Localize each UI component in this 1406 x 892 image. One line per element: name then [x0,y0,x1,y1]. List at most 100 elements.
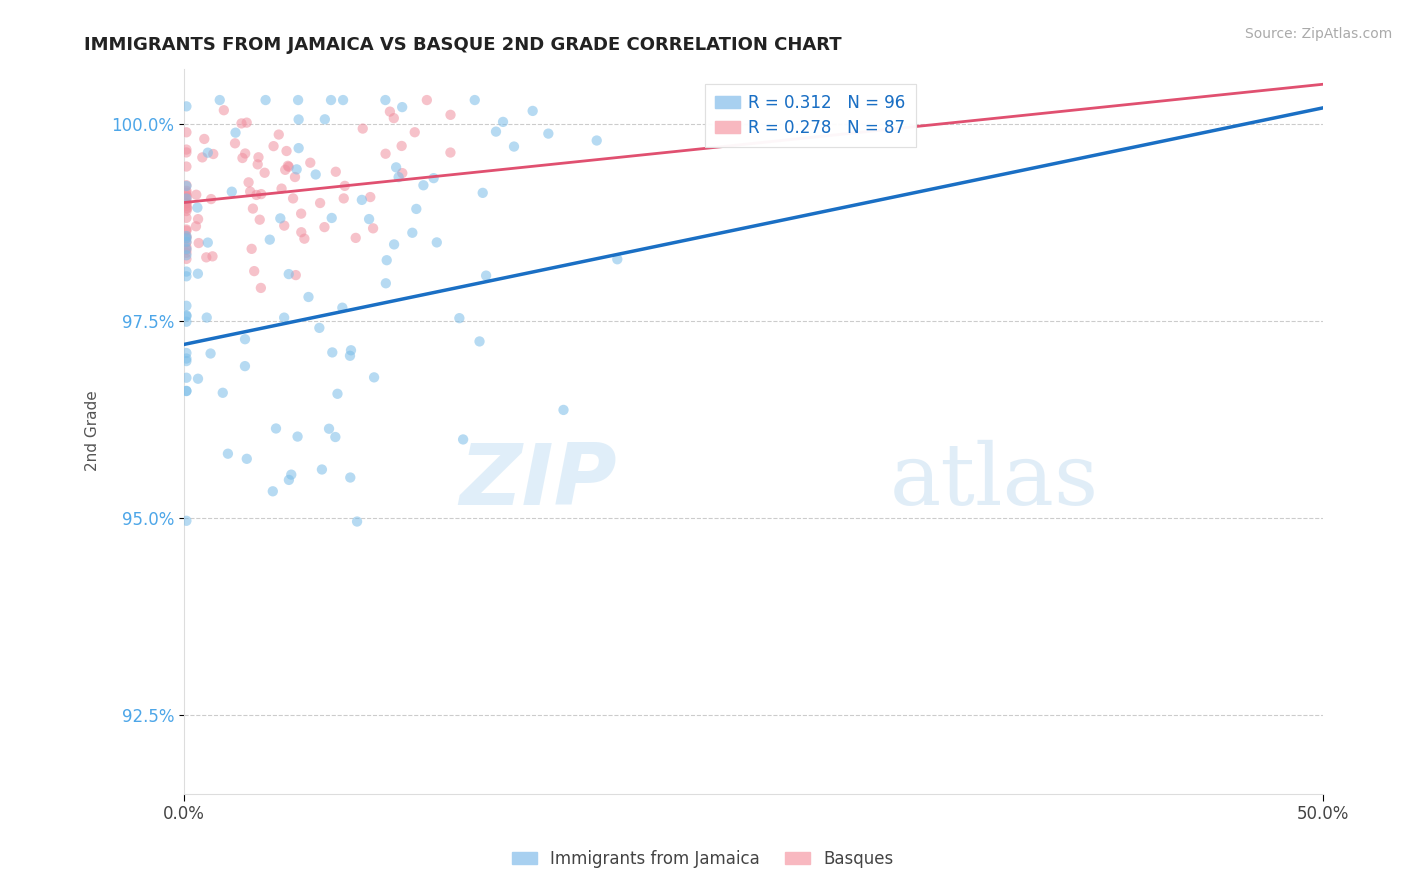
Point [422,171,444,186]
Point [176,125,198,139]
Point [449,311,471,326]
Point [284,268,307,282]
Point [250,281,273,295]
Point [231,151,253,165]
Point [176,188,198,202]
Point [314,112,336,127]
Point [176,224,198,238]
Point [176,192,198,206]
Point [391,100,413,114]
Text: ZIP: ZIP [460,441,617,524]
Point [333,178,356,193]
Point [426,235,449,250]
Point [176,315,198,329]
Point [197,235,219,250]
Point [503,139,526,153]
Point [243,264,266,278]
Point [176,199,198,213]
Point [274,162,297,177]
Point [259,233,281,247]
Point [263,139,285,153]
Point [176,178,198,193]
Point [273,219,295,233]
Point [176,194,198,208]
Point [233,146,256,161]
Point [363,370,385,384]
Point [311,462,333,476]
Point [319,93,342,107]
Point [200,192,222,206]
Point [537,127,560,141]
Point [339,349,361,363]
Point [187,372,209,386]
Point [277,160,299,174]
Point [176,231,198,245]
Point [176,243,198,257]
Point [287,112,309,127]
Point [606,252,628,267]
Point [186,201,208,215]
Point [471,186,494,200]
Point [195,310,218,325]
Point [522,103,544,118]
Point [176,235,198,250]
Point [176,211,198,225]
Point [305,168,328,182]
Point [321,211,343,225]
Point [314,220,336,235]
Point [176,354,198,368]
Point [308,321,330,335]
Point [246,157,269,171]
Point [326,386,349,401]
Point [176,310,198,324]
Point [273,310,295,325]
Point [254,93,277,107]
Point [176,229,198,244]
Point [339,470,361,484]
Point [280,467,302,482]
Point [277,267,299,281]
Point [281,191,304,205]
Point [374,93,396,107]
Point [176,514,198,528]
Point [176,240,198,254]
Point [187,235,209,250]
Point [176,190,198,204]
Point [176,196,198,211]
Point [238,175,260,189]
Point [176,196,198,211]
Text: IMMIGRANTS FROM JAMAICA VS BASQUE 2ND GRADE CORRELATION CHART: IMMIGRANTS FROM JAMAICA VS BASQUE 2ND GR… [84,36,842,54]
Point [332,93,354,107]
Point [239,185,262,199]
Point [276,144,298,158]
Point [225,126,247,140]
Point [262,484,284,499]
Point [309,196,332,211]
Point [344,231,367,245]
Point [464,93,486,107]
Point [176,145,198,160]
Point [176,384,198,398]
Point [404,125,426,139]
Point [290,225,312,239]
Point [233,359,256,373]
Point [439,145,461,160]
Point [201,249,224,263]
Point [197,145,219,160]
Y-axis label: 2nd Grade: 2nd Grade [86,391,100,472]
Point [217,447,239,461]
Point [375,253,398,268]
Point [187,267,209,281]
Point [195,251,218,265]
Point [176,235,198,249]
Point [176,231,198,245]
Point [176,299,198,313]
Point [176,242,198,256]
Point [231,116,253,130]
Point [287,429,309,443]
Point [401,226,423,240]
Point [277,159,299,173]
Point [287,93,309,107]
Point [277,473,299,487]
Point [388,170,411,185]
